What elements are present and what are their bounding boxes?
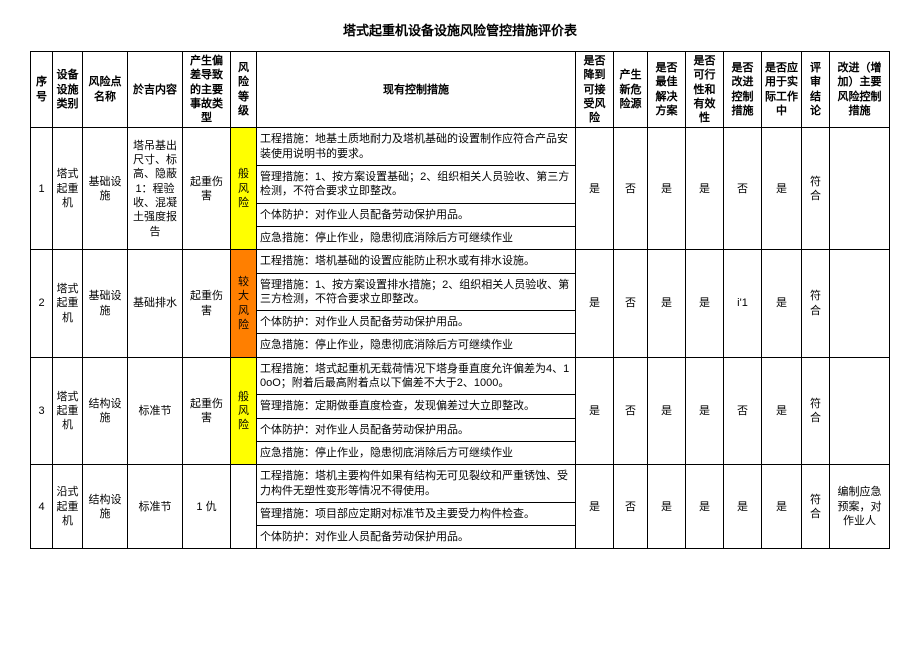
cell-dev: 起重伤害 [183, 128, 231, 250]
header-cat: 设备设施类别 [53, 52, 83, 128]
cell-risk-level [231, 465, 257, 549]
cell-a2: 否 [614, 128, 648, 250]
cell-content: 标准节 [128, 357, 183, 464]
header-a8: 改进（增加）主要风险控制措施 [830, 52, 890, 128]
cell-dev: 起重伤害 [183, 250, 231, 357]
cell-a6: 是 [762, 357, 802, 464]
table-row: 4沿式起重机结构设施标准节1 仇工程措施：塔机主要构件如果有结构无可见裂纹和严重… [31, 465, 890, 549]
header-point: 风险点名称 [83, 52, 128, 128]
cell-cat: 沿式起重机 [53, 465, 83, 549]
risk-table: 序号 设备设施类别 风险点名称 於吉内容 产生偏差导致的主要事故类型 风险等级 … [30, 51, 890, 549]
cell-a4: 是 [686, 128, 724, 250]
cell-a6: 是 [762, 250, 802, 357]
cell-a6: 是 [762, 128, 802, 250]
cell-a2: 否 [614, 357, 648, 464]
cell-content: 基础排水 [128, 250, 183, 357]
cell-cat: 塔式起重机 [53, 250, 83, 357]
cell-dev: 起重伤害 [183, 357, 231, 464]
cell-a4: 是 [686, 357, 724, 464]
cell-a5: 否 [724, 357, 762, 464]
header-content: 於吉内容 [128, 52, 183, 128]
cell-a7: 符合 [802, 357, 830, 464]
cell-a7: 符合 [802, 465, 830, 549]
cell-a1: 是 [576, 465, 614, 549]
header-a1: 是否降到可接受风险 [576, 52, 614, 128]
cell-no: 4 [31, 465, 53, 549]
cell-risk-level: 般风险 [231, 357, 257, 464]
header-measures: 现有控制措施 [257, 52, 576, 128]
header-a6: 是否应用于实际工作中 [762, 52, 802, 128]
cell-content: 塔吊基出尺寸、标高、隐蔽1：程验收、混凝土强度报告 [128, 128, 183, 250]
cell-cat: 塔式起重机 [53, 128, 83, 250]
header-a2: 产生新危险源 [614, 52, 648, 128]
header-a3: 是否最佳解决方案 [648, 52, 686, 128]
table-row: 1塔式起重机基础设施塔吊基出尺寸、标高、隐蔽1：程验收、混凝土强度报告起重伤害般… [31, 128, 890, 250]
cell-a2: 否 [614, 465, 648, 549]
cell-a6: 是 [762, 465, 802, 549]
cell-measures: 工程措施：塔式起重机无载荷情况下塔身垂直度允许偏差为4、10oO；附着后最高附着… [257, 357, 576, 464]
cell-point: 结构设施 [83, 357, 128, 464]
table-header-row: 序号 设备设施类别 风险点名称 於吉内容 产生偏差导致的主要事故类型 风险等级 … [31, 52, 890, 128]
cell-no: 3 [31, 357, 53, 464]
measure-line: 工程措施：塔机主要构件如果有结构无可见裂纹和严重锈蚀、受力构件无塑性变形等情况不… [257, 465, 575, 502]
cell-a8 [830, 357, 890, 464]
measure-line: 管理措施：1、按方案设置排水措施；2、组织相关人员验收、第三方检测，不符合要求立… [257, 273, 575, 311]
cell-a3: 是 [648, 128, 686, 250]
cell-content: 标准节 [128, 465, 183, 549]
measure-line: 工程措施：塔机基础的设置应能防止积水或有排水设施。 [257, 250, 575, 273]
cell-point: 基础设施 [83, 250, 128, 357]
cell-a4: 是 [686, 465, 724, 549]
measure-line: 应急措施：停止作业，隐患彻底消除后方可继续作业 [257, 334, 575, 357]
cell-a7: 符合 [802, 250, 830, 357]
header-dev: 产生偏差导致的主要事故类型 [183, 52, 231, 128]
cell-risk-level: 较大风险 [231, 250, 257, 357]
cell-a5: i'1 [724, 250, 762, 357]
cell-a1: 是 [576, 128, 614, 250]
cell-a7: 符合 [802, 128, 830, 250]
cell-a5: 否 [724, 128, 762, 250]
measure-line: 管理措施：定期做垂直度检查，发现偏差过大立即整改。 [257, 395, 575, 418]
cell-a3: 是 [648, 465, 686, 549]
table-row: 3塔式起重机结构设施标准节起重伤害般风险工程措施：塔式起重机无载荷情况下塔身垂直… [31, 357, 890, 464]
measure-line: 工程措施：塔式起重机无载荷情况下塔身垂直度允许偏差为4、10oO；附着后最高附着… [257, 358, 575, 395]
header-a4: 是否可行性和有效性 [686, 52, 724, 128]
cell-a8 [830, 250, 890, 357]
cell-risk-level: 般风险 [231, 128, 257, 250]
measure-line: 应急措施：停止作业，隐患彻底消除后方可继续作业 [257, 226, 575, 249]
header-a5: 是否改进控制措施 [724, 52, 762, 128]
cell-no: 2 [31, 250, 53, 357]
cell-a8 [830, 128, 890, 250]
measure-line: 工程措施：地基土质地耐力及塔机基础的设置制作应符合产品安装使用说明书的要求。 [257, 128, 575, 165]
cell-measures: 工程措施：塔机基础的设置应能防止积水或有排水设施。管理措施：1、按方案设置排水措… [257, 250, 576, 357]
cell-a3: 是 [648, 250, 686, 357]
cell-a1: 是 [576, 250, 614, 357]
cell-dev: 1 仇 [183, 465, 231, 549]
measure-line: 管理措施：项目部应定期对标准节及主要受力构件检查。 [257, 502, 575, 525]
header-a7: 评审结论 [802, 52, 830, 128]
cell-a8: 编制应急预案，对作业人 [830, 465, 890, 549]
header-no: 序号 [31, 52, 53, 128]
cell-no: 1 [31, 128, 53, 250]
cell-a5: 是 [724, 465, 762, 549]
measure-line: 个体防护：对作业人员配备劳动保护用品。 [257, 418, 575, 441]
measure-line: 个体防护：对作业人员配备劳动保护用品。 [257, 526, 575, 549]
cell-a1: 是 [576, 357, 614, 464]
cell-point: 基础设施 [83, 128, 128, 250]
cell-point: 结构设施 [83, 465, 128, 549]
cell-a2: 否 [614, 250, 648, 357]
header-risk: 风险等级 [231, 52, 257, 128]
measure-line: 应急措施：停止作业，隐患彻底消除后方可继续作业 [257, 441, 575, 464]
page-title: 塔式起重机设备设施风险管控措施评价表 [30, 20, 890, 39]
measure-line: 管理措施：1、按方案设置基础；2、组织相关人员验收、第三方检测，不符合要求立即整… [257, 166, 575, 204]
cell-a4: 是 [686, 250, 724, 357]
cell-measures: 工程措施：塔机主要构件如果有结构无可见裂纹和严重锈蚀、受力构件无塑性变形等情况不… [257, 465, 576, 549]
cell-cat: 塔式起重机 [53, 357, 83, 464]
cell-measures: 工程措施：地基土质地耐力及塔机基础的设置制作应符合产品安装使用说明书的要求。管理… [257, 128, 576, 250]
measure-line: 个体防护：对作业人员配备劳动保护用品。 [257, 311, 575, 334]
cell-a3: 是 [648, 357, 686, 464]
measure-line: 个体防护：对作业人员配备劳动保护用品。 [257, 203, 575, 226]
table-row: 2塔式起重机基础设施基础排水起重伤害较大风险工程措施：塔机基础的设置应能防止积水… [31, 250, 890, 357]
